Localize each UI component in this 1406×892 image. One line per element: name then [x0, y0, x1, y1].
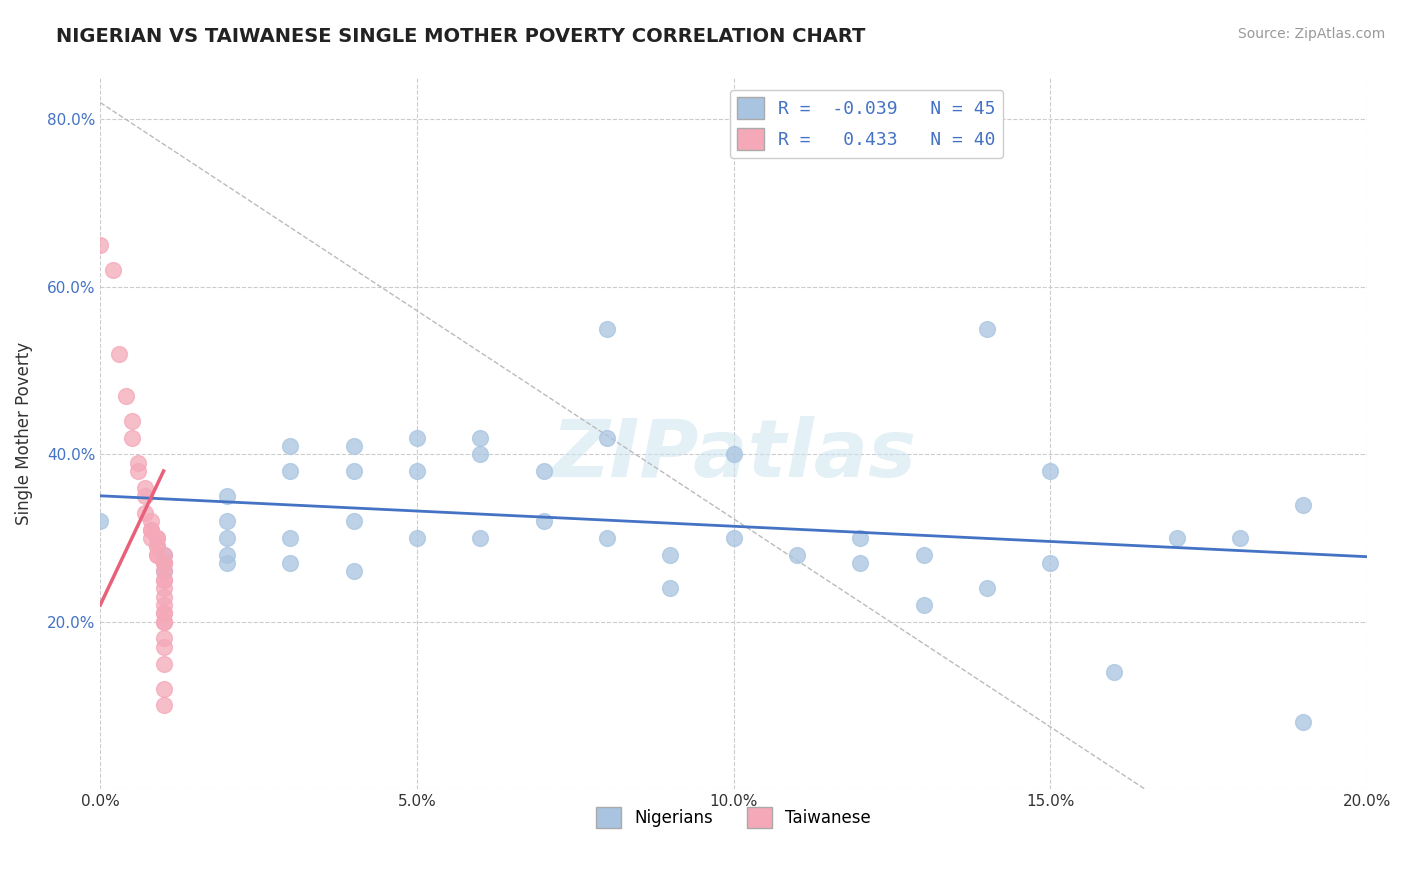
Point: [139, 531, 162, 545]
Point: [215, 548, 238, 562]
Point: [1292, 715, 1315, 730]
Point: [152, 573, 174, 587]
Point: [470, 430, 492, 444]
Point: [278, 439, 301, 453]
Point: [470, 531, 492, 545]
Point: [89, 238, 111, 252]
Point: [278, 556, 301, 570]
Point: [849, 556, 872, 570]
Point: [152, 607, 174, 621]
Point: [152, 640, 174, 654]
Point: [146, 540, 169, 554]
Point: [659, 581, 682, 595]
Point: [134, 506, 156, 520]
Point: [152, 607, 174, 621]
Point: [596, 430, 619, 444]
Point: [152, 615, 174, 629]
Point: [659, 548, 682, 562]
Point: [152, 556, 174, 570]
Point: [912, 548, 935, 562]
Point: [342, 439, 364, 453]
Point: [470, 447, 492, 461]
Point: [121, 414, 143, 428]
Point: [976, 581, 998, 595]
Y-axis label: Single Mother Poverty: Single Mother Poverty: [15, 342, 32, 524]
Point: [976, 321, 998, 335]
Point: [146, 548, 169, 562]
Point: [139, 523, 162, 537]
Point: [849, 531, 872, 545]
Point: [108, 347, 131, 361]
Point: [1102, 665, 1125, 679]
Text: Source: ZipAtlas.com: Source: ZipAtlas.com: [1237, 27, 1385, 41]
Point: [342, 565, 364, 579]
Point: [134, 489, 156, 503]
Point: [215, 531, 238, 545]
Point: [127, 456, 149, 470]
Point: [152, 556, 174, 570]
Point: [152, 548, 174, 562]
Point: [139, 514, 162, 528]
Point: [139, 523, 162, 537]
Point: [406, 531, 429, 545]
Point: [342, 514, 364, 528]
Point: [1292, 498, 1315, 512]
Point: [723, 531, 745, 545]
Point: [152, 657, 174, 671]
Point: [152, 698, 174, 713]
Point: [152, 581, 174, 595]
Point: [152, 590, 174, 604]
Point: [1229, 531, 1251, 545]
Point: [278, 531, 301, 545]
Point: [342, 464, 364, 478]
Text: ZIPatlas: ZIPatlas: [551, 416, 917, 493]
Point: [152, 573, 174, 587]
Point: [596, 531, 619, 545]
Point: [406, 464, 429, 478]
Point: [406, 430, 429, 444]
Point: [278, 464, 301, 478]
Point: [152, 681, 174, 696]
Point: [912, 598, 935, 612]
Point: [533, 464, 555, 478]
Point: [134, 481, 156, 495]
Point: [152, 565, 174, 579]
Point: [114, 389, 136, 403]
Point: [215, 514, 238, 528]
Point: [127, 464, 149, 478]
Point: [121, 430, 143, 444]
Point: [1166, 531, 1188, 545]
Point: [146, 531, 169, 545]
Point: [215, 556, 238, 570]
Point: [152, 548, 174, 562]
Point: [101, 263, 124, 277]
Point: [152, 598, 174, 612]
Point: [152, 565, 174, 579]
Point: [89, 514, 111, 528]
Point: [1039, 464, 1062, 478]
Point: [596, 321, 619, 335]
Point: [786, 548, 808, 562]
Point: [152, 615, 174, 629]
Point: [152, 556, 174, 570]
Text: NIGERIAN VS TAIWANESE SINGLE MOTHER POVERTY CORRELATION CHART: NIGERIAN VS TAIWANESE SINGLE MOTHER POVE…: [56, 27, 866, 45]
Point: [146, 540, 169, 554]
Legend: Nigerians, Taiwanese: Nigerians, Taiwanese: [589, 801, 877, 834]
Point: [215, 489, 238, 503]
Point: [146, 531, 169, 545]
Point: [723, 447, 745, 461]
Point: [1039, 556, 1062, 570]
Point: [146, 548, 169, 562]
Point: [152, 632, 174, 646]
Point: [533, 514, 555, 528]
